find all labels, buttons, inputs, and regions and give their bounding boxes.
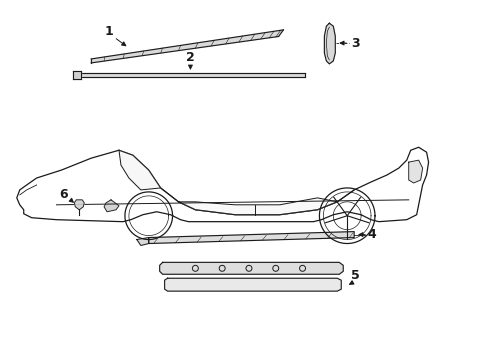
Text: 1: 1 [105, 24, 113, 38]
Polygon shape [137, 238, 149, 246]
Polygon shape [160, 262, 343, 274]
Text: 2: 2 [186, 51, 195, 64]
Text: 4: 4 [367, 228, 376, 241]
Text: 3: 3 [351, 37, 360, 50]
Polygon shape [119, 150, 161, 190]
Polygon shape [324, 23, 335, 64]
Polygon shape [74, 200, 84, 210]
Polygon shape [149, 231, 354, 243]
Polygon shape [104, 200, 119, 212]
Text: 6: 6 [59, 188, 68, 201]
Polygon shape [409, 160, 422, 183]
Polygon shape [178, 198, 337, 215]
Text: 5: 5 [351, 269, 360, 282]
Polygon shape [91, 30, 283, 63]
Polygon shape [165, 278, 341, 291]
